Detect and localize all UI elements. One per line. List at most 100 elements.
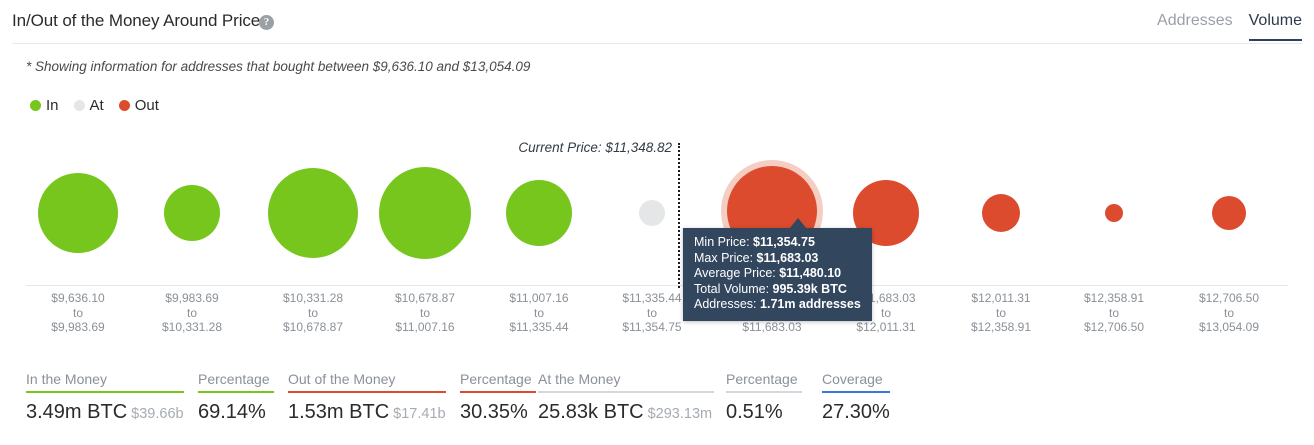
legend-label-at: At [89,97,104,114]
question-mark-circle-icon[interactable]: ? [259,15,274,30]
stat-label: Percentage [198,371,270,387]
bubble-plot: Current Price: $11,348.82 [0,130,1314,288]
tooltip-row-1: Max Price: $11,683.03 [694,251,861,267]
bubble-tooltip: Min Price: $11,354.75 Max Price: $11,683.… [683,228,872,321]
tooltip-row-value: $11,354.75 [753,235,815,249]
stat-block-5: Percentage 0.51% [726,371,802,424]
legend-item-in[interactable]: In [30,97,59,114]
bubble-out-10[interactable] [1212,196,1246,230]
x-axis-label-line: to [533,305,545,320]
x-axis-label-line: $13,054.09 [1198,320,1260,334]
bubble-at-5[interactable] [639,200,665,226]
tooltip-row-value: $11,683.03 [756,250,819,265]
stat-label: Out of the Money [288,371,396,387]
x-axis-label-line: to [995,305,1006,320]
x-axis-label-line: $12,358.91 [970,320,1032,334]
x-axis-label-line: $10,331.28 [282,291,344,305]
stat-value: 1.53m BTC $17.41b [288,401,446,423]
x-axis-label-4: $11,007.16 to $11,335.44 [509,291,568,335]
stat-block-0: In the Money 3.49m BTC $39.66b [26,371,184,424]
tooltip-row-label: Addresses: [694,297,761,311]
stat-block-4: At the Money 25.83k BTC $293.13m [538,371,714,424]
x-axis-label-line: $10,331.28 [161,320,223,334]
bubble-out-9[interactable] [1105,204,1123,222]
legend-item-out[interactable]: Out [118,97,159,114]
stat-underline [288,391,446,393]
stat-label: At the Money [538,371,621,387]
current-price-label: Current Price: $11,348.82 [518,140,672,155]
stat-block-1: Percentage 69.14% [198,371,274,424]
x-axis-label-line: to [186,305,197,320]
stat-underline [460,391,536,393]
x-axis-label-line: $11,335.44 [622,291,682,305]
x-axis-label-line: $11,007.16 [395,320,455,334]
stat-label: Coverage [822,371,883,387]
header-divider [12,43,1302,44]
x-axis-label-line: $11,683.03 [742,320,802,334]
x-axis-label-8: $12,011.31 to $12,358.91 [971,291,1031,335]
bubble-in-0[interactable] [38,173,118,253]
x-axis-label-line: to [646,305,658,320]
tab-addresses[interactable]: Addresses [1157,12,1233,29]
x-axis-label-3: $10,678.87 to $11,007.16 [395,291,455,335]
tooltip-row-value: $11,480.10 [779,266,842,280]
info-note: * Showing information for addresses that… [26,59,531,74]
stat-value: 0.51% [726,401,783,423]
tooltip-row-label: Average Price: [694,266,780,280]
page-title: In/Out of the Money Around Price [12,11,261,30]
x-axis-label-line: to [1108,305,1119,320]
stat-underline [538,391,714,393]
x-axis-label-0: $9,636.10 to $9,983.69 [51,291,104,335]
x-axis-label-line: $12,011.31 [856,320,916,334]
axis-divider [26,285,1288,286]
current-price-line [678,143,680,288]
tab-bar: Addresses Volume [1157,12,1302,41]
stat-value: 69.14% [198,401,266,423]
tooltip-arrow-icon [789,218,807,229]
x-axis-label-line: $11,354.75 [622,320,682,334]
tooltip-row-0: Min Price: $11,354.75 [694,235,861,251]
tooltip-row-value: 1.71m addresses [760,297,861,311]
tooltip-row-label: Total Volume: [694,281,773,296]
widget-header: In/Out of the Money Around Price ? Addre… [0,0,1314,44]
x-axis-label-line: $12,706.50 [1083,320,1145,334]
legend-item-at[interactable]: At [73,97,104,114]
stat-underline [26,391,184,393]
tab-volume[interactable]: Volume [1248,12,1302,41]
tooltip-row-4: Addresses: 1.71m addresses [694,297,861,313]
x-axis-label-line: $9,983.69 [51,320,105,334]
stat-value: 25.83k BTC $293.13m [538,401,713,423]
bubble-in-3[interactable] [379,167,471,259]
bubble-in-1[interactable] [164,185,220,241]
stat-underline [198,391,274,393]
stat-value-secondary: $39.66b [131,406,184,422]
stat-value: 30.35% [460,401,528,423]
stat-value: 3.49m BTC $39.66b [26,401,184,423]
x-axis-label-line: $11,335.44 [509,320,569,334]
x-axis-label-line: to [1223,305,1234,320]
x-axis-label-line: $9,983.69 [165,291,219,305]
stat-block-6: Coverage 27.30% [822,371,890,424]
stat-value: 27.30% [822,401,890,423]
stat-value-secondary: $293.13m [647,406,713,422]
x-axis-label-line: $11,007.16 [509,291,569,305]
x-axis-label-line: to [307,305,318,320]
x-axis-label-line: $10,678.87 [394,291,456,305]
tooltip-row-label: Max Price: [694,250,757,265]
tooltip-row-2: Average Price: $11,480.10 [694,266,861,282]
tooltip-row-3: Total Volume: 995.39k BTC [694,282,861,298]
stat-value-secondary: $17.41b [393,406,446,422]
stat-label: Percentage [460,371,532,387]
stat-label: In the Money [26,371,107,387]
x-axis-label-2: $10,331.28 to $10,678.87 [283,291,343,335]
bubble-in-4[interactable] [506,180,572,246]
x-axis-label-9: $12,358.91 to $12,706.50 [1084,291,1144,335]
x-axis-label-line: $12,011.31 [971,291,1031,305]
bubble-in-2[interactable] [268,168,358,258]
bubble-out-8[interactable] [982,194,1020,232]
x-axis-label-line: to [419,305,430,320]
legend-dot-at-icon [73,100,85,111]
stat-block-2: Out of the Money 1.53m BTC $17.41b [288,371,446,424]
x-axis-label-line: to [880,305,892,320]
